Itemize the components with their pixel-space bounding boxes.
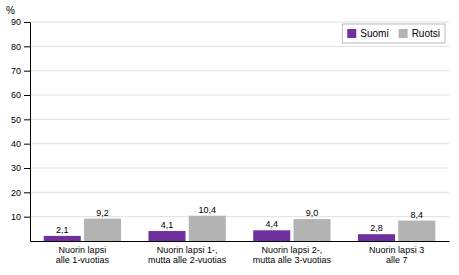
x-tick-label: Nuorin lapsialle 1-vuotias <box>56 245 110 265</box>
legend-item: Ruotsi <box>399 28 440 39</box>
bar <box>84 219 121 241</box>
data-label: 4,4 <box>265 219 278 229</box>
x-tick: Nuorin lapsialle 1-vuotias <box>56 245 110 265</box>
x-tick-label-line: mutta alle 2-vuotias <box>148 255 227 265</box>
y-tick-label: 60 <box>11 90 21 100</box>
y-tick-label: 10 <box>11 212 21 222</box>
y-tick: 20 <box>11 188 30 198</box>
y-tick-mark <box>24 168 30 169</box>
legend-frame <box>342 24 445 43</box>
x-tick-label: Nuorin lapsi 1-,mutta alle 2-vuotias <box>148 245 227 265</box>
data-label: 9,2 <box>96 208 109 218</box>
x-tick: Nuorin lapsi 3alle 7 <box>369 245 424 265</box>
y-tick: 80 <box>11 42 30 52</box>
plot: 2,1 4,1 4,4 2,8 9,2 10,4 9,0 8,4 10 20 30 40 50 60 70 8… <box>11 17 450 265</box>
grid-line <box>30 22 449 23</box>
bar <box>293 219 330 241</box>
bar <box>358 234 395 241</box>
y-tick-label: 30 <box>11 163 21 173</box>
x-tick-label-line: mutta alle 3-vuotias <box>253 255 332 265</box>
legend: Suomi Ruotsi <box>342 24 445 43</box>
grid-line <box>30 216 449 217</box>
y-tick: 40 <box>11 139 30 149</box>
x-tick-label: Nuorin lapsi 3alle 7 <box>369 245 424 265</box>
data-label: 9,0 <box>306 208 319 218</box>
x-tick-label-line: Nuorin lapsi <box>59 245 107 255</box>
y-tick: 30 <box>11 163 30 173</box>
legend-swatch <box>347 29 356 38</box>
y-tick-mark <box>24 95 30 96</box>
x-axis-line <box>31 241 450 242</box>
data-label: 2,1 <box>56 225 69 235</box>
grid-line <box>30 168 449 169</box>
bar <box>44 236 81 241</box>
y-tick-mark <box>24 71 30 72</box>
legend-label: Suomi <box>360 28 388 39</box>
y-tick-label: 90 <box>11 17 21 27</box>
x-tick: Nuorin lapsi 2-,mutta alle 3-vuotias <box>253 245 332 265</box>
data-label: 4,1 <box>161 220 174 230</box>
x-axis: Nuorin lapsialle 1-vuotias Nuorin lapsi 1… <box>31 242 450 266</box>
data-label: 2,8 <box>370 223 383 233</box>
legend-label: Ruotsi <box>412 28 440 39</box>
data-labels: 2,1 4,1 4,4 2,8 9,2 10,4 9,0 8,4 <box>56 205 423 235</box>
grid-line <box>30 70 449 71</box>
x-tick-label: Nuorin lapsi 2-,mutta alle 3-vuotias <box>253 245 332 265</box>
y-tick-label: 40 <box>11 139 21 149</box>
x-tick-label-line: Nuorin lapsi 3 <box>369 245 424 255</box>
x-tick-label-line: Nuorin lapsi 2-, <box>262 245 323 255</box>
grid-line <box>30 95 449 96</box>
grid-line <box>30 143 449 144</box>
y-axis-label: % <box>6 5 15 16</box>
y-axis-line <box>30 23 31 242</box>
data-label: 8,4 <box>411 210 424 220</box>
y-tick-mark <box>24 46 30 47</box>
legend-item: Suomi <box>347 28 388 39</box>
y-tick: 50 <box>11 115 30 125</box>
grid <box>30 22 449 217</box>
y-tick-label: 80 <box>11 42 21 52</box>
y-tick: 70 <box>11 66 30 76</box>
y-tick: 10 <box>11 212 30 222</box>
grid-line <box>30 119 449 120</box>
grid-line <box>30 192 449 193</box>
y-tick-label: 20 <box>11 188 21 198</box>
bar <box>253 230 290 241</box>
y-tick-mark <box>24 144 30 145</box>
y-tick-label: 70 <box>11 66 21 76</box>
x-tick: Nuorin lapsi 1-,mutta alle 2-vuotias <box>148 245 227 265</box>
y-tick: 90 <box>11 17 30 27</box>
y-tick-mark <box>24 22 30 23</box>
grid-line <box>30 46 449 47</box>
y-tick-mark <box>24 192 30 193</box>
bars <box>44 216 436 241</box>
y-tick-mark <box>24 217 30 218</box>
chart: 2,1 4,1 4,4 2,8 9,2 10,4 9,0 8,4 10 20 30 40 50 60 70 8… <box>0 0 459 275</box>
y-tick-mark <box>24 119 30 120</box>
bar <box>189 216 226 241</box>
data-label: 10,4 <box>199 205 217 215</box>
y-tick: 60 <box>11 90 30 100</box>
y-tick-label: 50 <box>11 115 21 125</box>
x-tick-label-line: alle 7 <box>386 255 408 265</box>
bar <box>148 231 185 241</box>
legend-swatch <box>399 29 408 38</box>
x-tick-label-line: Nuorin lapsi 1-, <box>157 245 218 255</box>
bar <box>398 221 435 241</box>
y-axis: 10 20 30 40 50 60 70 80 90 <box>11 17 31 241</box>
x-tick-label-line: alle 1-vuotias <box>56 255 110 265</box>
